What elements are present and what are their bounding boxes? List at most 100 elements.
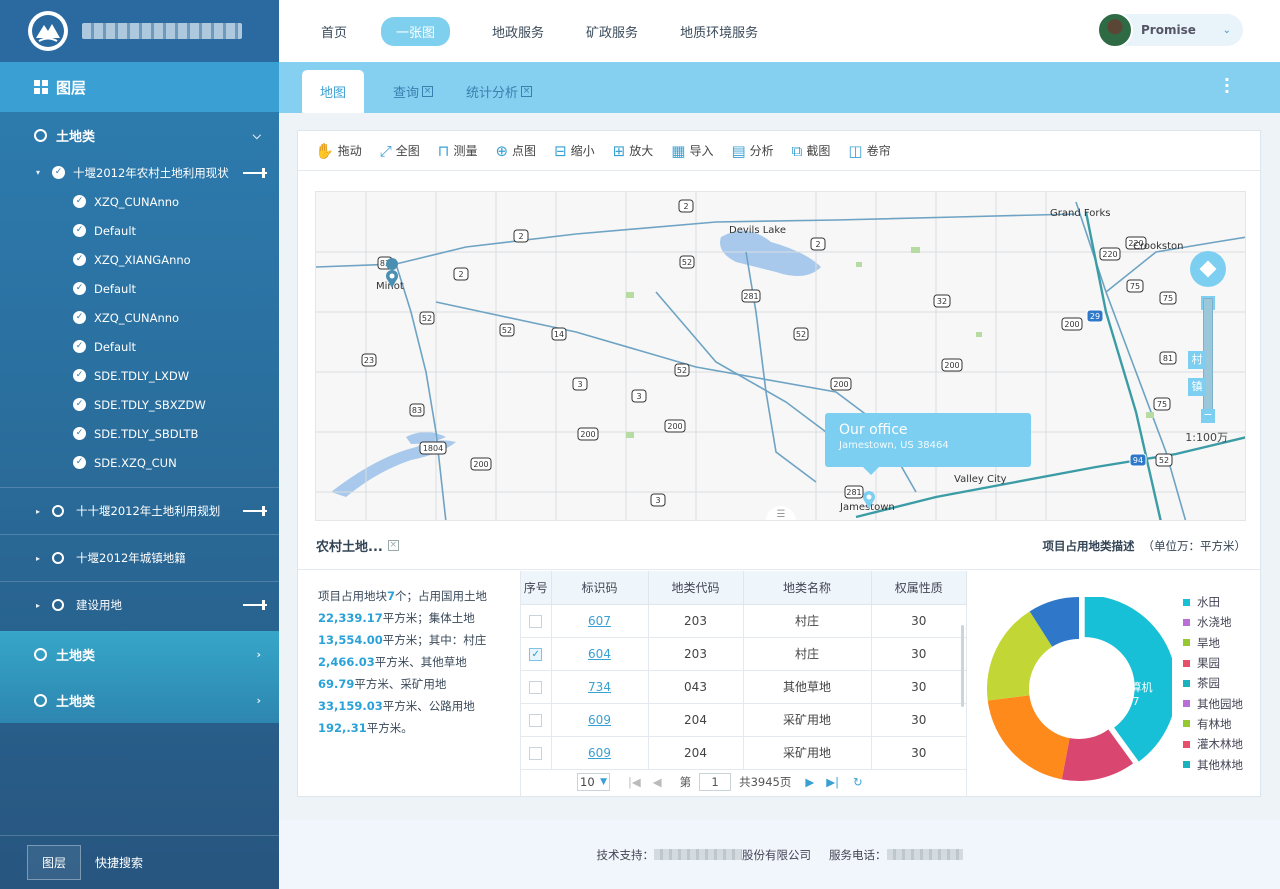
cell-id[interactable]: 607: [551, 604, 649, 638]
id-link[interactable]: 609: [588, 745, 611, 760]
tab-layers[interactable]: 图层: [27, 845, 82, 880]
pie-slice[interactable]: [1061, 729, 1134, 781]
opacity-slider[interactable]: [243, 506, 267, 516]
table-scrollbar[interactable]: [961, 625, 964, 707]
first-page-icon[interactable]: |◀: [628, 774, 641, 789]
table-row[interactable]: 609 204 采矿用地 30: [521, 736, 967, 770]
nav-mining-services[interactable]: 矿政服务: [586, 25, 639, 41]
row-checkbox[interactable]: [529, 680, 543, 694]
tool-swipe[interactable]: ◫ 卷帘: [848, 142, 890, 160]
pie-slice[interactable]: [987, 695, 1070, 780]
next-page-icon[interactable]: ▶: [805, 774, 815, 789]
cell-id[interactable]: 734: [551, 670, 649, 704]
caret-right-icon[interactable]: ▸: [36, 553, 41, 563]
opacity-slider[interactable]: [243, 600, 267, 610]
row-checkbox-cell[interactable]: [521, 736, 552, 770]
layer-item[interactable]: ✓ SDE.TDLY_SBXZDW: [0, 390, 279, 419]
layer-item[interactable]: ✓ XZQ_CUNAnno: [0, 187, 279, 216]
page-size-select[interactable]: 10 ▼: [577, 772, 610, 791]
check-icon[interactable]: ✓: [73, 311, 86, 324]
layer-subgroup[interactable]: ▾ ✓ 十堰2012年农村土地利用现状: [0, 158, 279, 187]
caret-right-icon[interactable]: ▸: [36, 600, 41, 610]
map-canvas[interactable]: 83 2 2 2 2 52 14 52 3 3 52 23 83 1804 20…: [315, 191, 1246, 521]
radio-icon[interactable]: [34, 128, 47, 142]
pie-slice[interactable]: [1029, 597, 1079, 647]
tool-zoom-out[interactable]: ⊟ 缩小: [554, 142, 595, 160]
cell-id[interactable]: 609: [551, 736, 649, 770]
layer-item[interactable]: ✓ XZQ_CUNAnno: [0, 303, 279, 332]
layer-item[interactable]: ✓ SDE.XZQ_CUN: [0, 448, 279, 477]
table-row[interactable]: 609 204 采矿用地 30: [521, 703, 967, 737]
layer-subgroup-cadastre[interactable]: ▸ 十堰2012年城镇地籍: [0, 534, 279, 581]
last-page-icon[interactable]: ▶|: [826, 774, 839, 789]
opacity-slider[interactable]: [243, 167, 267, 178]
nav-one-map[interactable]: 一张图: [381, 16, 451, 46]
row-checkbox[interactable]: ✓: [529, 647, 543, 661]
id-link[interactable]: 607: [588, 613, 611, 628]
layer-group-land-3[interactable]: 土地类 ›: [0, 677, 279, 723]
map-pin-icon[interactable]: [863, 491, 875, 509]
layer-item[interactable]: ✓ Default: [0, 216, 279, 245]
close-icon[interactable]: ×: [521, 86, 533, 97]
check-icon[interactable]: ✓: [73, 456, 86, 469]
radio-icon[interactable]: [52, 599, 64, 611]
refresh-icon[interactable]: ↻: [852, 774, 863, 789]
layer-item[interactable]: ✓ XZQ_XIANGAnno: [0, 245, 279, 274]
table-row[interactable]: 607 203 村庄 30: [521, 604, 967, 638]
close-icon[interactable]: ×: [422, 86, 434, 97]
tab-statistics[interactable]: 统计分析 ×: [466, 70, 533, 113]
user-menu[interactable]: Promise ⌄: [1097, 12, 1243, 48]
check-icon[interactable]: ✓: [73, 282, 86, 295]
caret-down-icon[interactable]: ▾: [36, 168, 41, 177]
nav-land-services[interactable]: 地政服务: [492, 25, 545, 41]
chevron-right-icon[interactable]: ›: [256, 694, 261, 707]
check-icon[interactable]: ✓: [73, 398, 86, 411]
tool-point[interactable]: ⊕ 点图: [495, 142, 536, 160]
id-link[interactable]: 609: [588, 712, 611, 727]
tool-full-extent[interactable]: ⤢ 全图: [380, 142, 420, 160]
prev-page-icon[interactable]: ◀: [652, 774, 662, 789]
legend-item[interactable]: 其他林地: [1183, 754, 1243, 774]
row-checkbox-cell[interactable]: [521, 604, 552, 638]
legend-item[interactable]: 其他园地: [1183, 693, 1243, 713]
pan-control[interactable]: [1190, 251, 1226, 287]
layer-item[interactable]: ✓ Default: [0, 332, 279, 361]
legend-item[interactable]: 水浇地: [1183, 612, 1243, 632]
row-checkbox[interactable]: [529, 746, 543, 760]
row-checkbox-cell[interactable]: ✓: [521, 637, 552, 671]
legend-item[interactable]: 有林地: [1183, 714, 1243, 734]
check-icon[interactable]: ✓: [73, 253, 86, 266]
layer-item[interactable]: ✓ Default: [0, 274, 279, 303]
check-icon[interactable]: ✓: [73, 340, 86, 353]
check-icon[interactable]: ✓: [73, 195, 86, 208]
row-checkbox[interactable]: [529, 614, 543, 628]
map-popup[interactable]: Our office Jamestown, US 38464: [825, 413, 1031, 475]
legend-item[interactable]: 灌木林地: [1183, 734, 1243, 754]
legend-item[interactable]: 旱地: [1183, 633, 1243, 653]
map-pin-icon[interactable]: [386, 258, 399, 288]
radio-icon[interactable]: [34, 693, 47, 707]
tab-map[interactable]: 地图: [302, 70, 365, 113]
cell-id[interactable]: 609: [551, 703, 649, 737]
legend-item[interactable]: 水田: [1183, 592, 1243, 612]
more-vertical-icon[interactable]: · · ·: [1223, 70, 1230, 101]
tool-pan[interactable]: ✋ 拖动: [315, 142, 362, 160]
radio-icon[interactable]: [52, 552, 64, 564]
tool-screenshot[interactable]: ⧉ 截图: [792, 142, 831, 160]
page-number-input[interactable]: 1: [699, 772, 732, 791]
layer-subgroup-plan[interactable]: ▸ 十十堰2012年土地利用规划: [0, 487, 279, 534]
tool-analysis[interactable]: ▤ 分析: [731, 142, 773, 160]
zoom-minus-button[interactable]: −: [1201, 409, 1215, 423]
radio-icon[interactable]: [52, 505, 64, 517]
table-row[interactable]: 734 043 其他草地 30: [521, 670, 967, 704]
chevron-right-icon[interactable]: ›: [256, 648, 261, 661]
pie-slice[interactable]: [987, 611, 1053, 701]
nav-geo-env-services[interactable]: 地质环境服务: [680, 25, 759, 41]
village-layer-button[interactable]: 村: [1188, 351, 1206, 369]
tab-quick-search[interactable]: 快捷搜索: [95, 856, 144, 870]
layer-item[interactable]: ✓ SDE.TDLY_SBDLTB: [0, 419, 279, 448]
layer-group-land-2[interactable]: 土地类 ›: [0, 631, 279, 677]
id-link[interactable]: 604: [588, 646, 611, 661]
layer-subgroup-construction[interactable]: ▸ 建设用地: [0, 581, 279, 628]
